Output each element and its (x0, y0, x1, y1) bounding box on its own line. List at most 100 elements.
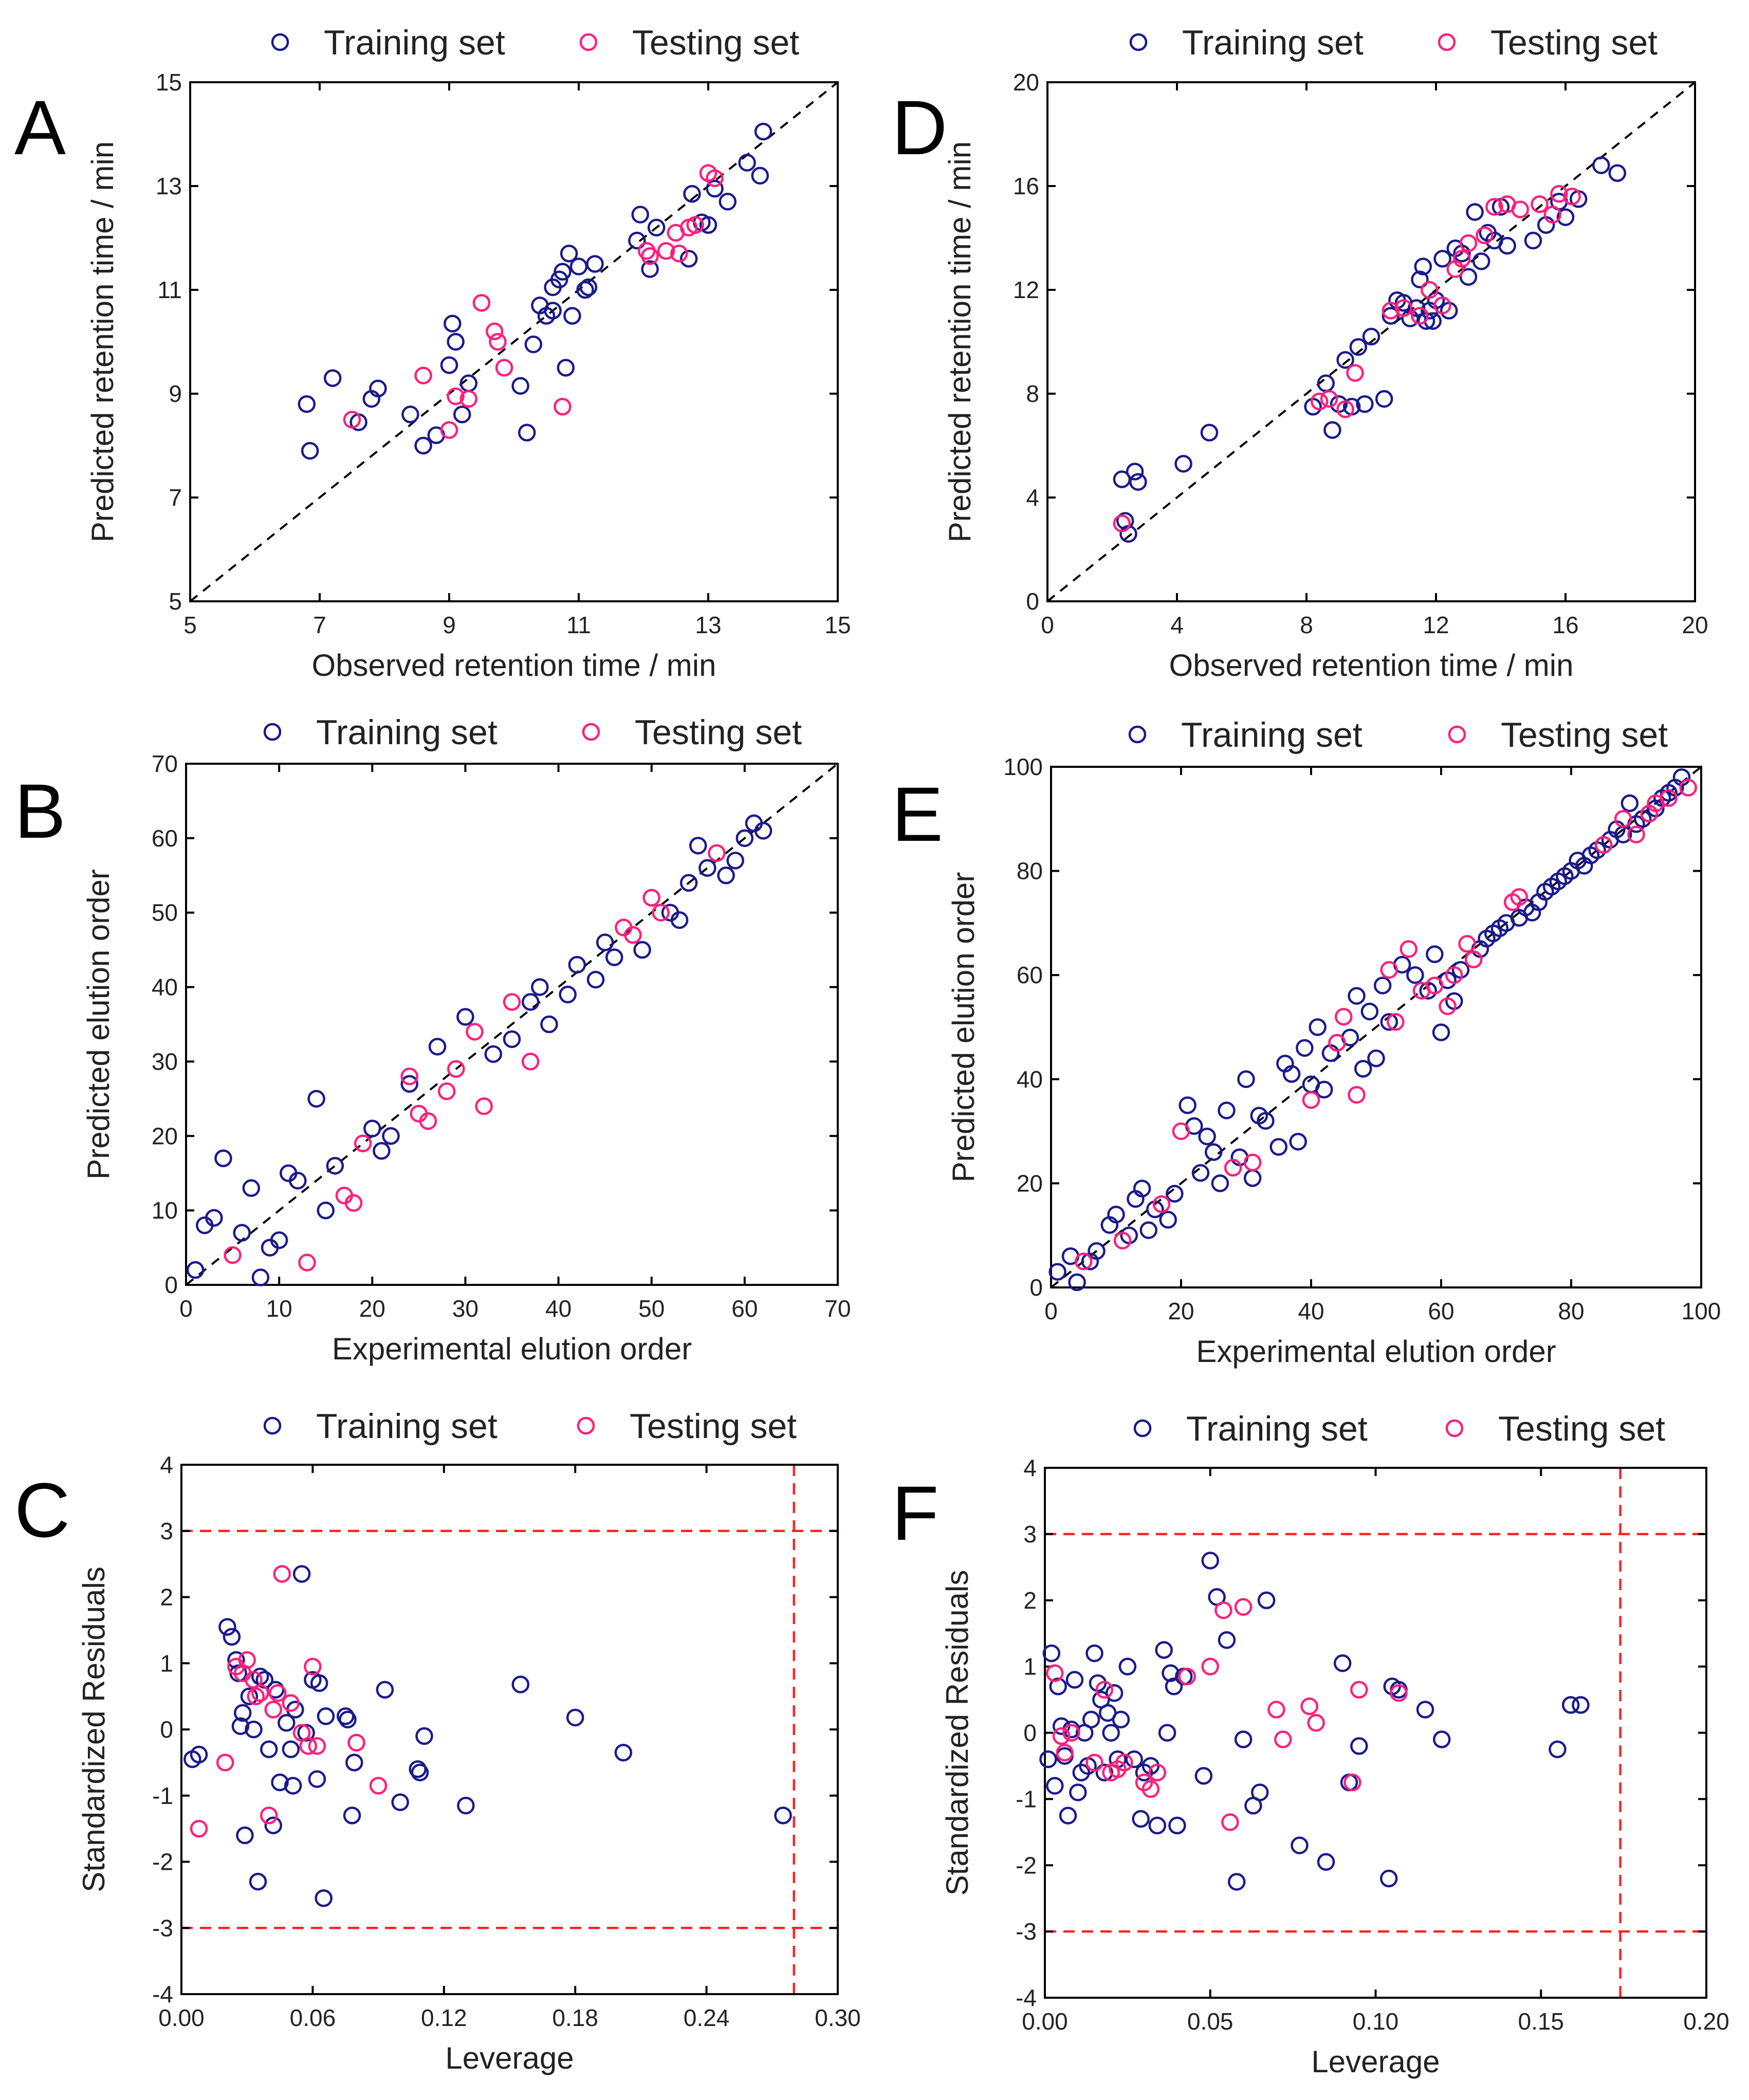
training-point (345, 1754, 363, 1772)
testing-point (447, 387, 465, 406)
x-axis-label: Leverage (1311, 2044, 1440, 2079)
training-point (1466, 203, 1484, 221)
testing-point (224, 1246, 242, 1264)
y-tick-label: 13 (156, 173, 182, 199)
y-tick-label: 60 (152, 825, 178, 852)
legend-training-marker (263, 1416, 282, 1435)
legend-training-label: Training set (316, 1407, 498, 1446)
x-tick-label: 9 (443, 612, 456, 638)
y-tick-label: 70 (152, 750, 178, 777)
x-tick-label: 10 (266, 1295, 292, 1322)
x-tick-label: 0.20 (1683, 2008, 1729, 2035)
training-point (411, 1763, 429, 1781)
plot-frame (185, 763, 839, 1286)
x-tick-label: 20 (1168, 1298, 1194, 1324)
training-point (1433, 250, 1451, 268)
training-point (1406, 966, 1424, 984)
testing-point (1421, 281, 1439, 299)
testing-point (1075, 1252, 1093, 1270)
testing-point (1660, 789, 1678, 807)
series-training (1113, 156, 1627, 543)
training-point (363, 1119, 381, 1138)
testing-point (1458, 935, 1476, 953)
training-point (560, 245, 578, 263)
testing-point (1433, 297, 1451, 315)
training-point (339, 1710, 357, 1728)
testing-point (1453, 250, 1471, 268)
x-tick-label: 15 (824, 612, 851, 638)
testing-point (489, 333, 507, 351)
training-point (382, 1127, 400, 1145)
testing-point (343, 411, 361, 429)
testing-point (1627, 825, 1645, 843)
training-point (1367, 1049, 1385, 1067)
testing-point (1346, 364, 1364, 382)
training-point (1411, 270, 1429, 289)
training-point (1333, 1654, 1352, 1672)
y-tick-label: 0 (1026, 588, 1039, 615)
axes: 5 7 9 11 13 15 5 7 9 11 13 15 (156, 69, 851, 638)
training-point (531, 978, 549, 996)
testing-point (190, 1819, 208, 1838)
training-point (544, 302, 562, 320)
training-point (1205, 1143, 1223, 1161)
testing-point (1113, 514, 1131, 532)
training-point (566, 1708, 584, 1727)
training-point (1360, 1002, 1379, 1021)
series-testing (1075, 779, 1697, 1270)
testing-point (1510, 888, 1529, 906)
testing-point (466, 1023, 484, 1041)
testing-point (414, 366, 432, 384)
training-point (1155, 1641, 1173, 1659)
testing-point (652, 904, 670, 922)
legend: Training set Testing set (263, 1407, 797, 1446)
x-tick-label: 0.06 (290, 2004, 336, 2031)
training-point (289, 1171, 307, 1190)
testing-point (269, 1684, 287, 1702)
testing-point (447, 1060, 465, 1078)
legend-training-marker (1129, 33, 1148, 51)
training-point (1380, 1013, 1398, 1031)
testing-point (304, 1657, 322, 1675)
testing-point (1550, 185, 1568, 203)
y-tick-label: 4 (1023, 1454, 1037, 1481)
training-point (511, 1675, 530, 1693)
panel-letter: B (14, 768, 66, 854)
training-point (214, 1149, 232, 1167)
testing-point (657, 242, 675, 260)
training-point (1191, 1164, 1210, 1182)
testing-point (344, 1194, 363, 1212)
training-point (1048, 1263, 1066, 1281)
axes: 0 20 40 60 80 100 0 20 40 60 80 100 (1003, 753, 1721, 1324)
training-point (1382, 307, 1400, 325)
training-point (1336, 351, 1354, 369)
y-tick-label: 20 (152, 1122, 178, 1149)
panel-letter: E (892, 771, 943, 857)
y-tick-label: 5 (169, 588, 182, 615)
panel-letter: F (892, 1470, 939, 1556)
training-point (647, 218, 666, 237)
training-point (1556, 208, 1575, 226)
testing-point (1302, 1091, 1320, 1109)
testing-point (1387, 1013, 1405, 1031)
x-tick-label: 0 (1044, 1298, 1058, 1324)
testing-point (1085, 1754, 1103, 1772)
testing-point (1679, 779, 1697, 797)
x-tick-label: 0 (179, 1295, 193, 1322)
training-point (240, 1687, 259, 1705)
testing-point (472, 294, 491, 312)
training-point (1218, 1101, 1236, 1119)
training-point (1126, 463, 1144, 481)
training-point (1348, 987, 1366, 1005)
testing-point (1214, 1601, 1232, 1619)
training-point (440, 356, 458, 374)
testing-point (1563, 187, 1581, 206)
training-point (1350, 1737, 1368, 1755)
training-point (1498, 236, 1516, 255)
testing-point (708, 844, 726, 862)
testing-point (216, 1754, 234, 1772)
x-tick-label: 7 (313, 612, 326, 638)
x-tick-label: 20 (359, 1295, 385, 1322)
axes: 0 10 20 30 40 50 60 70 0 10 20 30 40 50 60 70 (152, 750, 851, 1322)
